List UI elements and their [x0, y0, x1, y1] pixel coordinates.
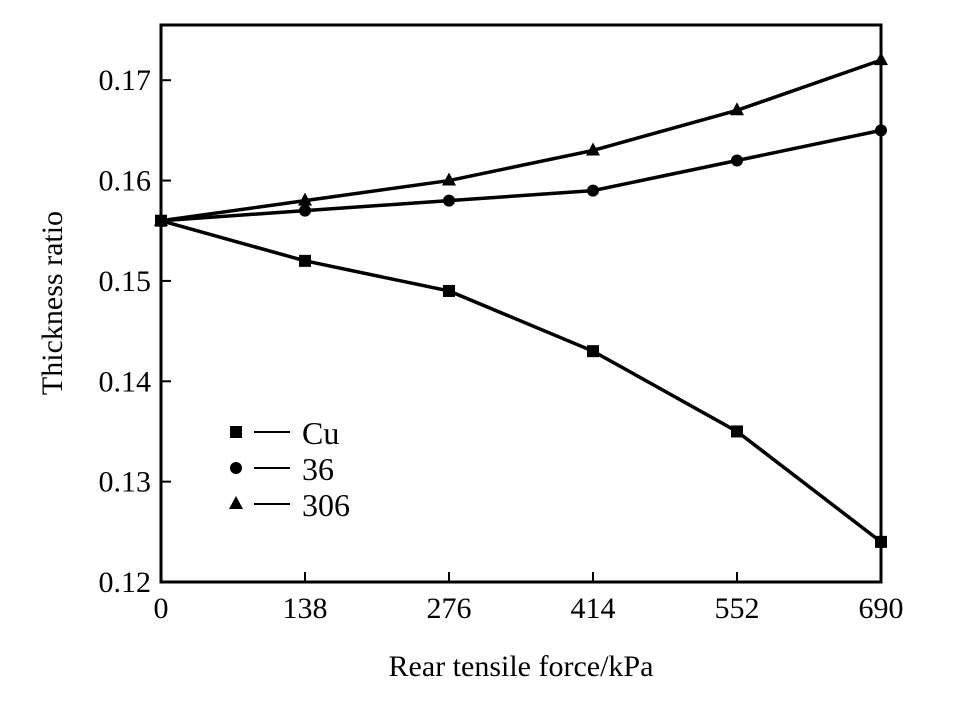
x-tick-label: 414 [571, 592, 616, 625]
x-tick-label: 552 [715, 592, 760, 625]
legend-item: 36 [230, 451, 334, 487]
y-tick-label: 0.15 [99, 265, 152, 298]
y-tick-label: 0.13 [99, 466, 152, 499]
legend-item: Cu [230, 415, 339, 451]
triangle-marker [874, 52, 888, 66]
square-marker [587, 345, 599, 358]
circle-marker [875, 124, 887, 137]
series-306 [154, 52, 888, 226]
legend-circle-icon [230, 462, 242, 474]
y-tick-label: 0.17 [99, 64, 152, 97]
x-axis-label: Rear tensile force/kPa [389, 650, 654, 683]
x-tick-label: 276 [427, 592, 472, 625]
circle-marker [443, 194, 455, 207]
plot-frame [159, 23, 883, 584]
series-Cu [155, 214, 887, 548]
triangle-marker [154, 212, 168, 226]
y-tick-label: 0.12 [99, 566, 152, 599]
circle-marker [731, 154, 743, 167]
triangle-marker [298, 192, 312, 206]
legend-item: 306 [229, 487, 350, 523]
legend-square-icon [230, 426, 242, 438]
legend-label: 306 [302, 487, 350, 523]
triangle-marker [586, 142, 600, 156]
y-axis-label: Thickness ratio [36, 211, 69, 395]
y-tick-label: 0.16 [99, 165, 152, 198]
legend-triangle-icon [229, 496, 243, 509]
square-marker [299, 254, 311, 267]
square-marker [875, 535, 887, 548]
legend-label: Cu [302, 415, 339, 451]
series-36 [155, 124, 887, 227]
y-tick-label: 0.14 [99, 365, 152, 398]
legend-label: 36 [302, 451, 334, 487]
x-tick-label: 0 [154, 592, 169, 625]
circle-marker [587, 184, 599, 197]
circle-marker [299, 204, 311, 217]
series-line [160, 58, 882, 223]
triangle-marker [442, 172, 456, 186]
series-line [160, 128, 882, 223]
triangle-marker [730, 102, 744, 116]
square-marker [443, 284, 455, 297]
square-marker [731, 425, 743, 438]
x-tick-label: 690 [859, 592, 904, 625]
series-line [160, 219, 883, 544]
x-tick-label: 138 [283, 592, 328, 625]
